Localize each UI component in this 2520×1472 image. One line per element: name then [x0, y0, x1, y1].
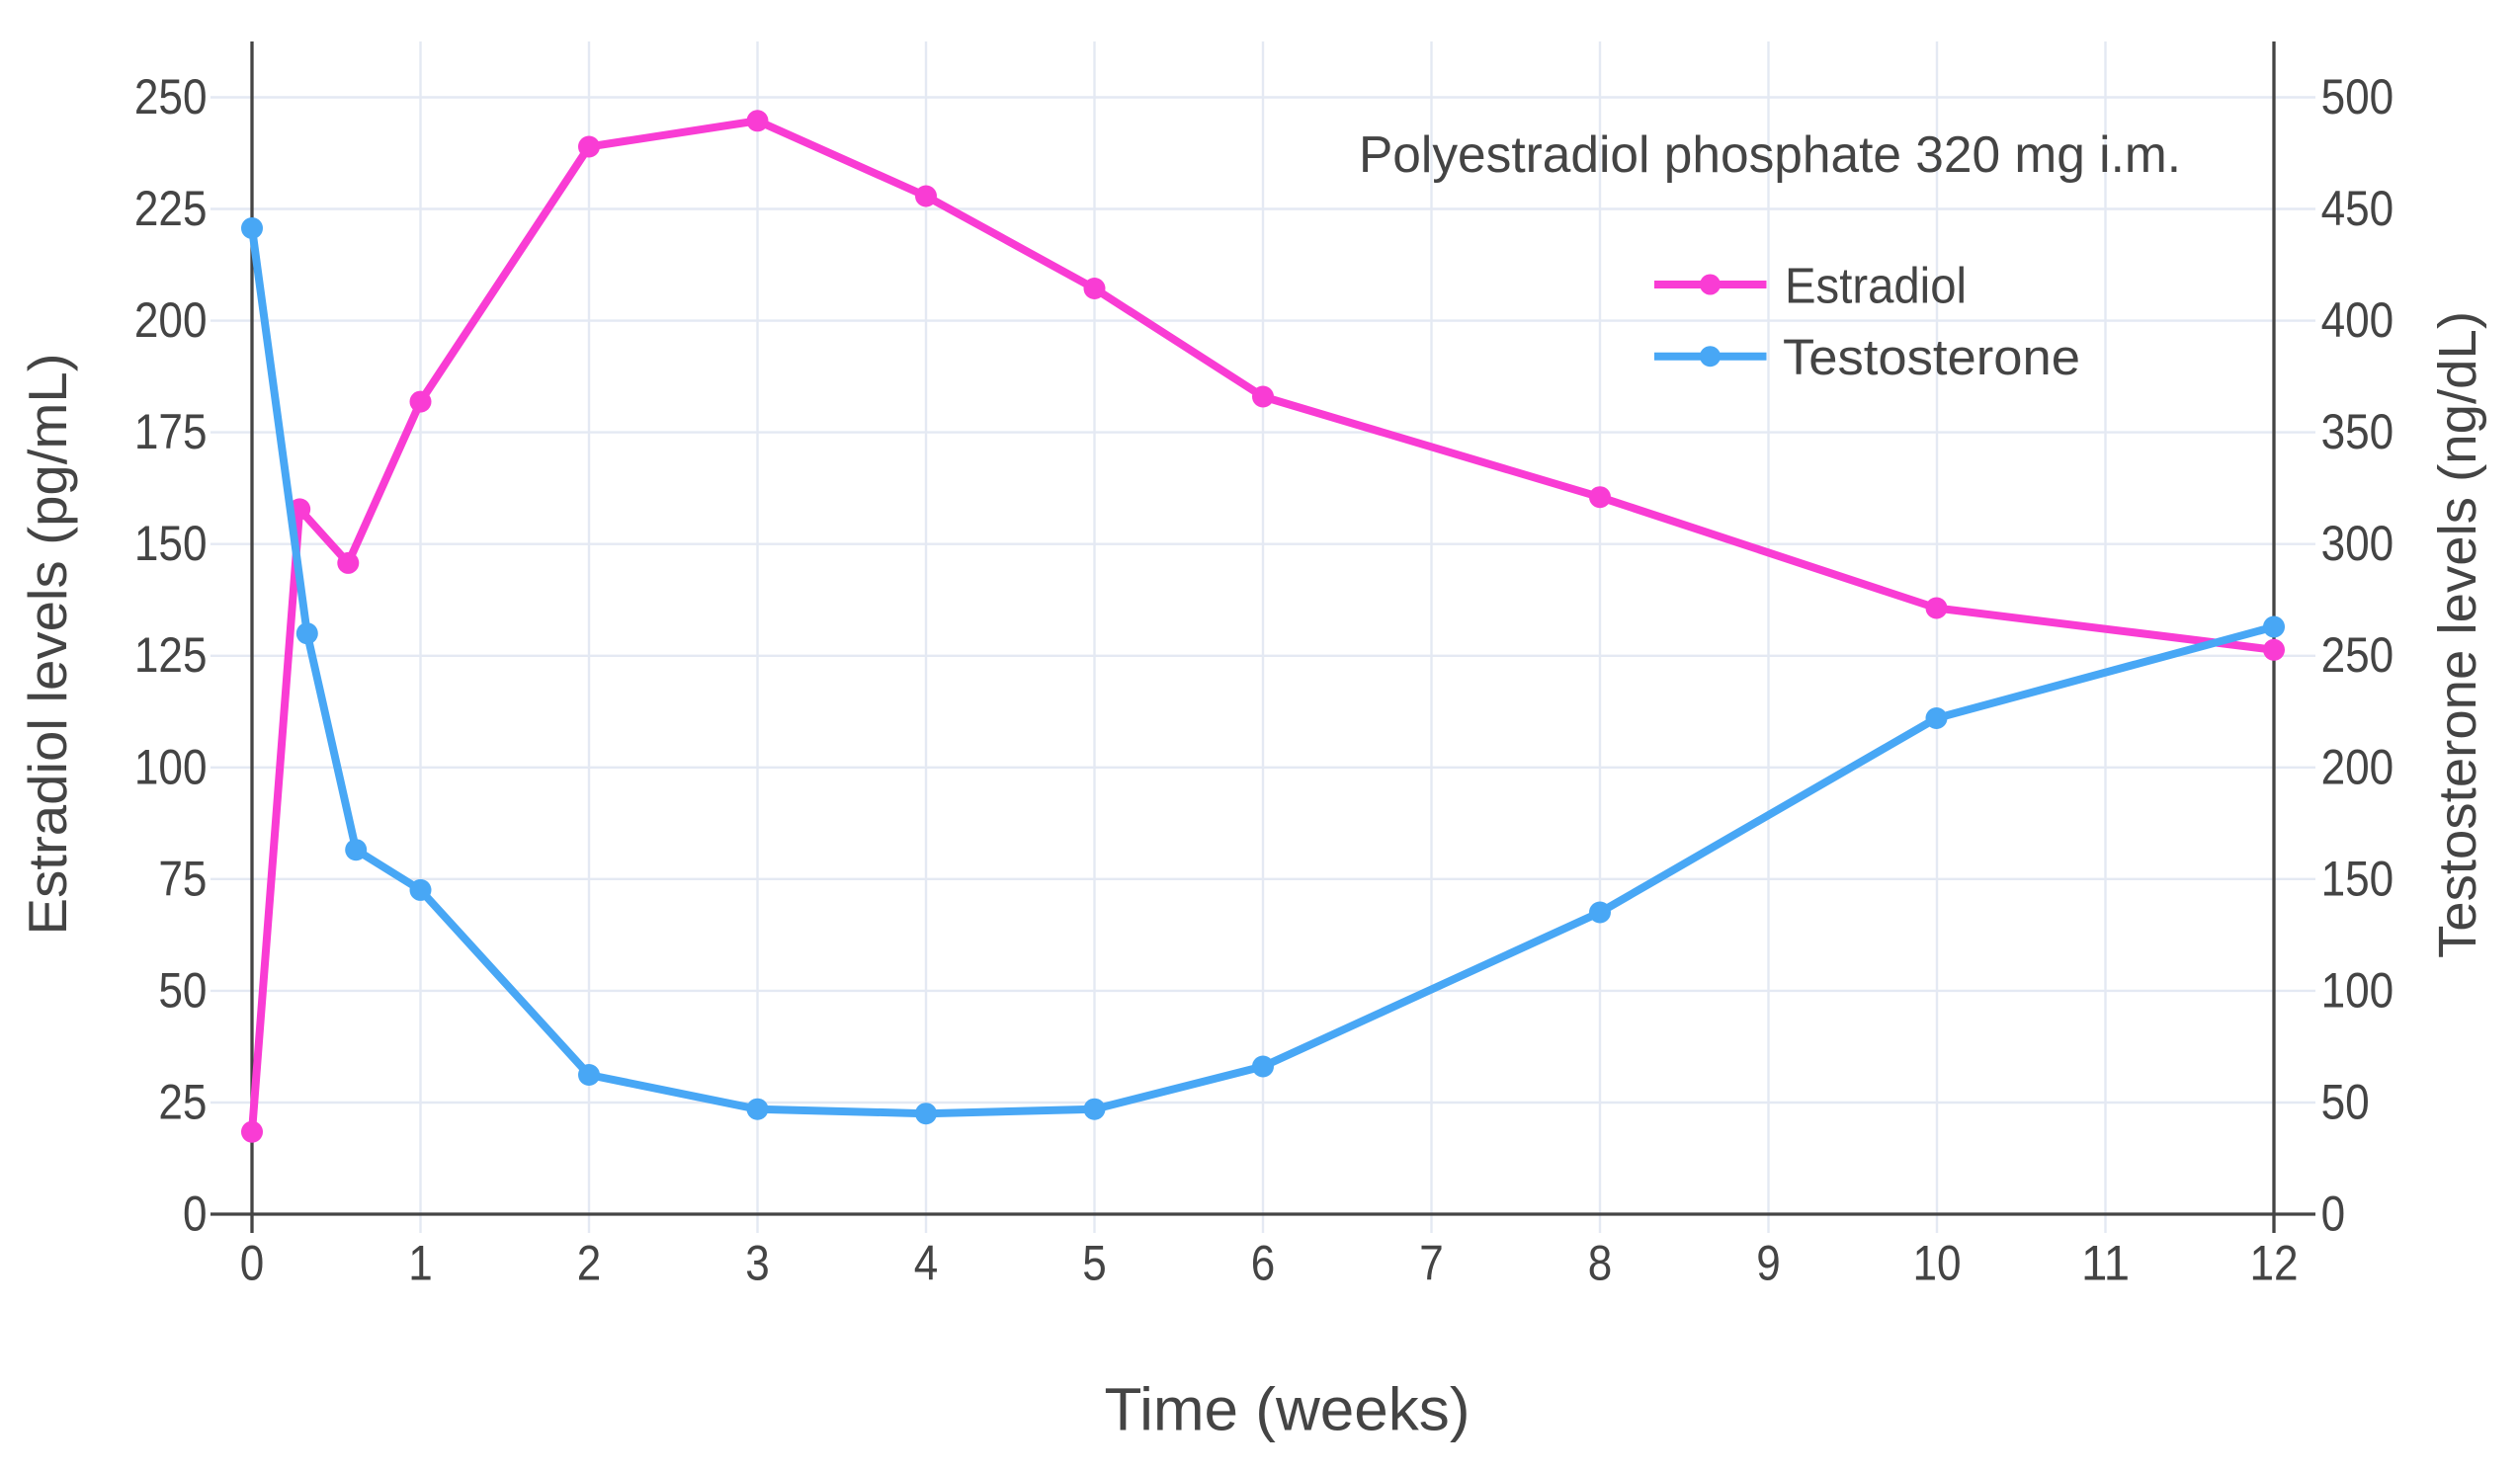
- svg-text:0: 0: [2321, 1186, 2346, 1242]
- svg-text:Testosterone: Testosterone: [1783, 329, 2080, 385]
- svg-text:150: 150: [2321, 851, 2394, 906]
- svg-text:12: 12: [2249, 1236, 2298, 1291]
- svg-text:50: 50: [2321, 1075, 2370, 1130]
- svg-text:225: 225: [134, 181, 208, 236]
- svg-text:9: 9: [1756, 1236, 1781, 1291]
- svg-text:300: 300: [2321, 516, 2394, 571]
- svg-text:2: 2: [577, 1236, 602, 1291]
- svg-text:Estradiol: Estradiol: [1785, 258, 1967, 314]
- svg-text:Estradiol levels (pg/mL): Estradiol levels (pg/mL): [17, 354, 78, 936]
- svg-text:8: 8: [1588, 1236, 1613, 1291]
- svg-text:11: 11: [2081, 1236, 2130, 1291]
- svg-text:200: 200: [134, 292, 208, 348]
- svg-text:200: 200: [2321, 739, 2394, 794]
- svg-text:0: 0: [183, 1186, 208, 1242]
- svg-text:5: 5: [1082, 1236, 1107, 1291]
- svg-text:150: 150: [134, 516, 208, 571]
- svg-text:125: 125: [134, 627, 208, 683]
- svg-text:175: 175: [134, 404, 208, 459]
- svg-text:500: 500: [2321, 69, 2394, 124]
- svg-text:Time (weeks): Time (weeks): [1105, 1376, 1470, 1443]
- svg-text:6: 6: [1251, 1236, 1276, 1291]
- svg-text:50: 50: [158, 962, 207, 1018]
- svg-text:4: 4: [914, 1236, 939, 1291]
- svg-text:100: 100: [2321, 962, 2394, 1018]
- svg-text:75: 75: [158, 851, 207, 906]
- svg-text:3: 3: [745, 1236, 770, 1291]
- svg-text:10: 10: [1912, 1236, 1961, 1291]
- svg-text:Polyestradiol phosphate 320 mg: Polyestradiol phosphate 320 mg i.m.: [1359, 126, 2181, 184]
- svg-text:250: 250: [2321, 627, 2394, 683]
- svg-text:350: 350: [2321, 404, 2394, 459]
- svg-text:7: 7: [1419, 1236, 1444, 1291]
- svg-text:Testosterone levels (ng/dL): Testosterone levels (ng/dL): [2428, 311, 2487, 958]
- svg-text:0: 0: [240, 1236, 265, 1291]
- svg-text:25: 25: [158, 1075, 207, 1130]
- svg-text:400: 400: [2321, 292, 2394, 348]
- svg-text:100: 100: [134, 739, 208, 794]
- svg-text:1: 1: [408, 1236, 433, 1291]
- svg-text:250: 250: [134, 69, 208, 124]
- svg-text:450: 450: [2321, 181, 2394, 236]
